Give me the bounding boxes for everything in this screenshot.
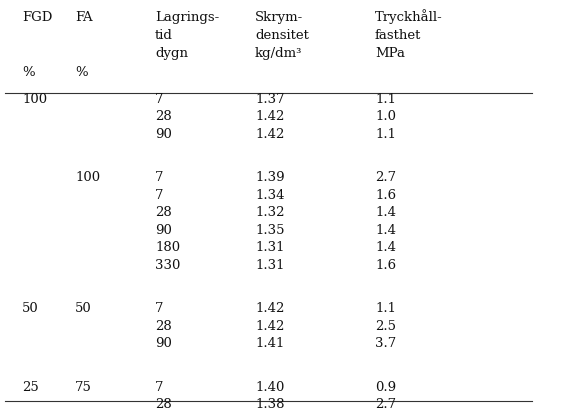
Text: densitet: densitet xyxy=(255,29,309,42)
Text: 90: 90 xyxy=(155,223,172,236)
Text: 1.1: 1.1 xyxy=(375,93,396,106)
Text: 90: 90 xyxy=(155,128,172,141)
Text: 1.38: 1.38 xyxy=(255,398,284,411)
Text: 7: 7 xyxy=(155,189,164,202)
Text: 28: 28 xyxy=(155,319,172,332)
Text: 180: 180 xyxy=(155,241,180,254)
Text: 3.7: 3.7 xyxy=(375,337,396,350)
Text: 1.0: 1.0 xyxy=(375,110,396,123)
Text: 7: 7 xyxy=(155,171,164,184)
Text: 1.42: 1.42 xyxy=(255,128,284,141)
Text: 50: 50 xyxy=(22,302,39,315)
Text: 100: 100 xyxy=(22,93,47,106)
Text: 7: 7 xyxy=(155,380,164,393)
Text: 2.5: 2.5 xyxy=(375,319,396,332)
Text: Skrym-: Skrym- xyxy=(255,11,303,24)
Text: 1.4: 1.4 xyxy=(375,223,396,236)
Text: 25: 25 xyxy=(22,380,39,393)
Text: 75: 75 xyxy=(75,380,92,393)
Text: 1.6: 1.6 xyxy=(375,189,396,202)
Text: FA: FA xyxy=(75,11,93,24)
Text: 1.37: 1.37 xyxy=(255,93,284,106)
Text: 28: 28 xyxy=(155,110,172,123)
Text: 0.9: 0.9 xyxy=(375,380,396,393)
Text: 1.6: 1.6 xyxy=(375,259,396,271)
Text: 1.40: 1.40 xyxy=(255,380,284,393)
Text: 1.4: 1.4 xyxy=(375,241,396,254)
Text: 2.7: 2.7 xyxy=(375,398,396,411)
Text: 1.32: 1.32 xyxy=(255,206,284,219)
Text: %: % xyxy=(22,66,35,79)
Text: fasthet: fasthet xyxy=(375,29,422,42)
Text: 330: 330 xyxy=(155,259,180,271)
Text: Tryckhåll-: Tryckhåll- xyxy=(375,9,443,24)
Text: 1.31: 1.31 xyxy=(255,241,284,254)
Text: kg/dm³: kg/dm³ xyxy=(255,47,302,60)
Text: 1.31: 1.31 xyxy=(255,259,284,271)
Text: 1.42: 1.42 xyxy=(255,110,284,123)
Text: Lagrings-: Lagrings- xyxy=(155,11,219,24)
Text: 28: 28 xyxy=(155,206,172,219)
Text: 50: 50 xyxy=(75,302,92,315)
Text: 1.35: 1.35 xyxy=(255,223,284,236)
Text: tid: tid xyxy=(155,29,173,42)
Text: MPa: MPa xyxy=(375,47,405,60)
Text: 1.39: 1.39 xyxy=(255,171,284,184)
Text: 7: 7 xyxy=(155,93,164,106)
Text: 1.1: 1.1 xyxy=(375,302,396,315)
Text: 1.42: 1.42 xyxy=(255,319,284,332)
Text: 1.42: 1.42 xyxy=(255,302,284,315)
Text: 1.1: 1.1 xyxy=(375,128,396,141)
Text: 90: 90 xyxy=(155,337,172,350)
Text: 2.7: 2.7 xyxy=(375,171,396,184)
Text: %: % xyxy=(75,66,88,79)
Text: FGD: FGD xyxy=(22,11,52,24)
Text: dygn: dygn xyxy=(155,47,188,60)
Text: 1.4: 1.4 xyxy=(375,206,396,219)
Text: 1.34: 1.34 xyxy=(255,189,284,202)
Text: 100: 100 xyxy=(75,171,100,184)
Text: 28: 28 xyxy=(155,398,172,411)
Text: 7: 7 xyxy=(155,302,164,315)
Text: 1.41: 1.41 xyxy=(255,337,284,350)
